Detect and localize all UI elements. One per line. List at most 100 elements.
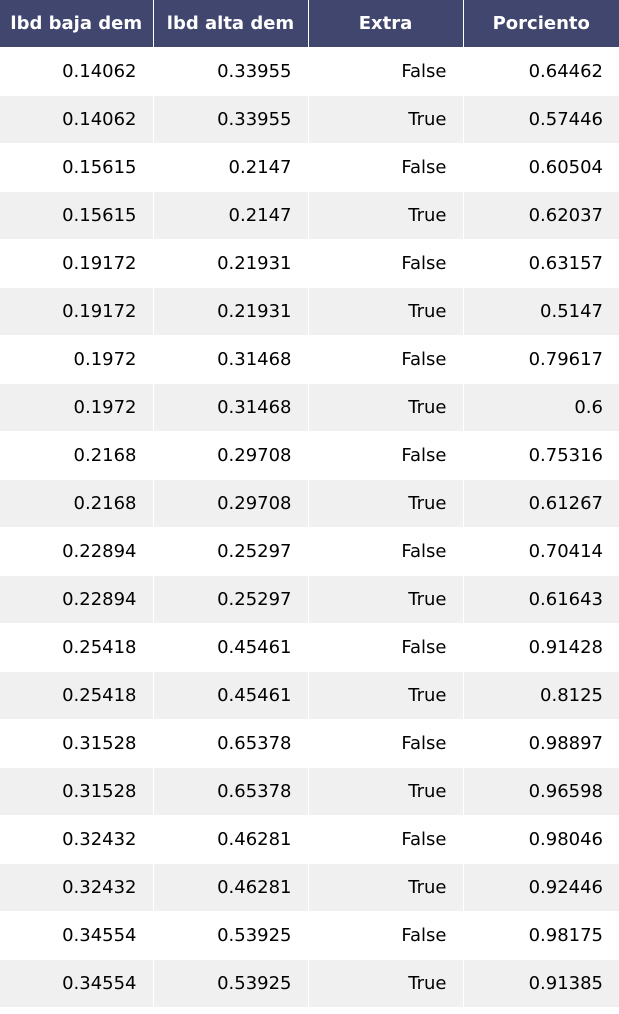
cell-porciento: 0.98046 [463,815,619,864]
cell-lbd-baja-dem: 0.2168 [0,479,154,528]
cell-extra: False [308,527,464,576]
cell-extra: True [308,575,464,624]
cell-porciento: 0.62037 [463,191,619,240]
cell-extra: True [308,479,464,528]
cell-lbd-alta-dem: 0.53925 [153,911,309,960]
table-row: 0.2168 0.29708 False 0.75316 [0,431,619,480]
cell-lbd-alta-dem: 0.65378 [153,719,309,768]
cell-lbd-baja-dem: 0.1972 [0,383,154,432]
cell-porciento: 0.61267 [463,479,619,528]
cell-porciento: 0.98175 [463,911,619,960]
cell-lbd-baja-dem: 0.25418 [0,671,154,720]
table-row: 0.34554 0.53925 True 0.91385 [0,959,619,1008]
table-row: 0.1972 0.31468 True 0.6 [0,383,619,432]
table-row: 0.22894 0.25297 True 0.61643 [0,575,619,624]
cell-lbd-baja-dem: 0.25418 [0,623,154,672]
cell-porciento: 0.61643 [463,575,619,624]
table-body: 0.14062 0.33955 False 0.64462 0.14062 0.33955… [0,47,619,1008]
cell-porciento: 0.75316 [463,431,619,480]
cell-lbd-alta-dem: 0.53925 [153,959,309,1008]
cell-lbd-baja-dem: 0.1972 [0,335,154,384]
column-header-lbd-alta-dem: lbd alta dem [153,0,309,48]
cell-lbd-alta-dem: 0.21931 [153,239,309,288]
cell-porciento: 0.91428 [463,623,619,672]
cell-lbd-alta-dem: 0.33955 [153,95,309,144]
cell-lbd-alta-dem: 0.21931 [153,287,309,336]
cell-lbd-alta-dem: 0.2147 [153,143,309,192]
cell-lbd-baja-dem: 0.31528 [0,719,154,768]
cell-lbd-baja-dem: 0.31528 [0,767,154,816]
cell-lbd-alta-dem: 0.45461 [153,623,309,672]
cell-lbd-alta-dem: 0.31468 [153,335,309,384]
cell-lbd-baja-dem: 0.22894 [0,575,154,624]
table-row: 0.15615 0.2147 False 0.60504 [0,143,619,192]
table-row: 0.19172 0.21931 True 0.5147 [0,287,619,336]
table-row: 0.31528 0.65378 False 0.98897 [0,719,619,768]
table-row: 0.14062 0.33955 False 0.64462 [0,47,619,96]
cell-porciento: 0.57446 [463,95,619,144]
cell-extra: True [308,959,464,1008]
cell-extra: True [308,191,464,240]
cell-extra: False [308,623,464,672]
cell-extra: True [308,95,464,144]
cell-porciento: 0.60504 [463,143,619,192]
table-row: 0.25418 0.45461 False 0.91428 [0,623,619,672]
cell-lbd-alta-dem: 0.29708 [153,431,309,480]
cell-porciento: 0.96598 [463,767,619,816]
cell-lbd-baja-dem: 0.14062 [0,47,154,96]
table-row: 0.2168 0.29708 True 0.61267 [0,479,619,528]
cell-lbd-alta-dem: 0.25297 [153,527,309,576]
cell-extra: False [308,815,464,864]
cell-extra: False [308,143,464,192]
cell-extra: True [308,287,464,336]
cell-lbd-baja-dem: 0.2168 [0,431,154,480]
cell-lbd-baja-dem: 0.19172 [0,287,154,336]
table-row: 0.14062 0.33955 True 0.57446 [0,95,619,144]
cell-lbd-alta-dem: 0.33955 [153,47,309,96]
cell-lbd-alta-dem: 0.65378 [153,767,309,816]
header-row: lbd baja dem lbd alta dem Extra Porcient… [0,0,619,48]
table-row: 0.34554 0.53925 False 0.98175 [0,911,619,960]
table-row: 0.32432 0.46281 True 0.92446 [0,863,619,912]
cell-porciento: 0.8125 [463,671,619,720]
cell-porciento: 0.92446 [463,863,619,912]
cell-porciento: 0.6 [463,383,619,432]
cell-lbd-baja-dem: 0.15615 [0,191,154,240]
cell-lbd-baja-dem: 0.32432 [0,815,154,864]
cell-lbd-alta-dem: 0.31468 [153,383,309,432]
table-row: 0.19172 0.21931 False 0.63157 [0,239,619,288]
table-row: 0.1972 0.31468 False 0.79617 [0,335,619,384]
cell-extra: False [308,239,464,288]
cell-extra: True [308,767,464,816]
cell-porciento: 0.5147 [463,287,619,336]
cell-porciento: 0.91385 [463,959,619,1008]
cell-extra: True [308,383,464,432]
cell-lbd-baja-dem: 0.14062 [0,95,154,144]
table-row: 0.32432 0.46281 False 0.98046 [0,815,619,864]
cell-lbd-baja-dem: 0.22894 [0,527,154,576]
cell-lbd-alta-dem: 0.25297 [153,575,309,624]
cell-lbd-alta-dem: 0.46281 [153,863,309,912]
cell-lbd-baja-dem: 0.32432 [0,863,154,912]
cell-porciento: 0.79617 [463,335,619,384]
table-row: 0.15615 0.2147 True 0.62037 [0,191,619,240]
cell-extra: False [308,335,464,384]
cell-lbd-alta-dem: 0.46281 [153,815,309,864]
cell-lbd-alta-dem: 0.45461 [153,671,309,720]
table-row: 0.31528 0.65378 True 0.96598 [0,767,619,816]
cell-lbd-baja-dem: 0.34554 [0,911,154,960]
cell-porciento: 0.98897 [463,719,619,768]
cell-extra: False [308,47,464,96]
cell-lbd-alta-dem: 0.2147 [153,191,309,240]
cell-porciento: 0.64462 [463,47,619,96]
cell-extra: True [308,671,464,720]
cell-lbd-baja-dem: 0.34554 [0,959,154,1008]
cell-porciento: 0.63157 [463,239,619,288]
column-header-extra: Extra [308,0,464,48]
cell-extra: False [308,719,464,768]
column-header-lbd-baja-dem: lbd baja dem [0,0,154,48]
cell-porciento: 0.70414 [463,527,619,576]
cell-lbd-alta-dem: 0.29708 [153,479,309,528]
table-row: 0.25418 0.45461 True 0.8125 [0,671,619,720]
